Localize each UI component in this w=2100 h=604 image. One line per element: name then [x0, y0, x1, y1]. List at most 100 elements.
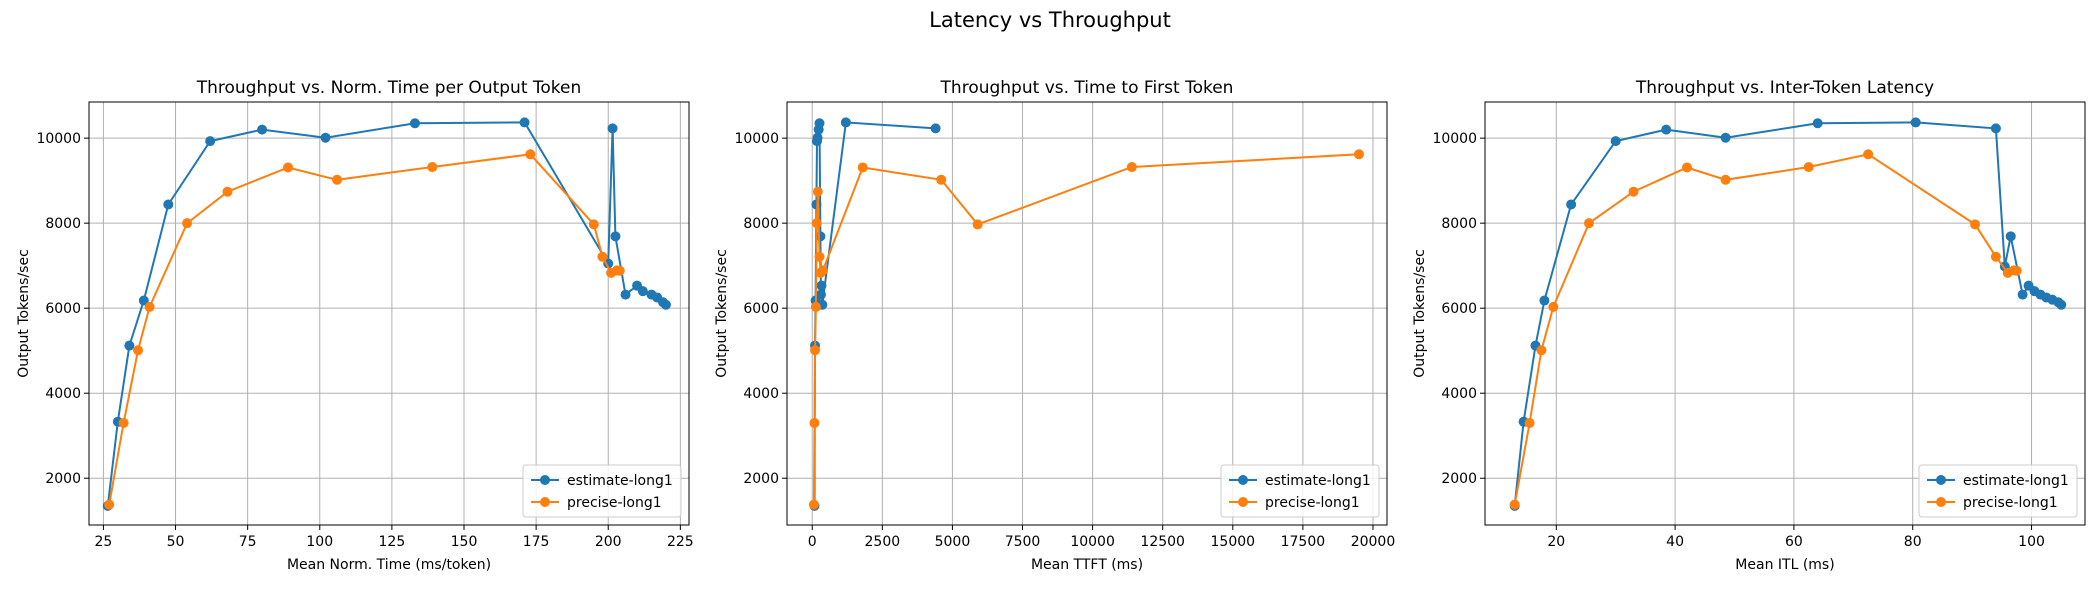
- series-line-estimate-long1: [1513, 121, 2062, 507]
- chart-panel-3: 20 40 60 80 100 2000 4000 6000 8000 10000 Throughp…: [1412, 78, 2086, 573]
- data-point-estimate-long1: [1990, 123, 2001, 134]
- data-point-estimate-long1: [124, 340, 135, 351]
- data-point-precise-long1: [1628, 186, 1639, 197]
- y-tick-label: 2000: [45, 471, 81, 487]
- series-line-estimate-long1: [106, 121, 667, 507]
- legend-entry-label: estimate-long1: [1265, 473, 1371, 489]
- plot-area: [1509, 117, 2067, 511]
- y-tick-label: 4000: [45, 386, 81, 402]
- x-tick-label: 5000: [935, 534, 971, 550]
- legend-entry-label: precise-long1: [1963, 495, 2058, 511]
- data-point-estimate-long1: [163, 199, 174, 210]
- series-line-precise-long1: [1513, 153, 2017, 505]
- series-line-precise-long1: [108, 153, 620, 505]
- chart-title: Throughput vs. Time to First Token: [940, 78, 1234, 98]
- data-point-estimate-long1: [519, 117, 530, 128]
- legend-swatch-marker: [1936, 497, 1946, 507]
- data-point-precise-long1: [1681, 162, 1692, 173]
- data-point-estimate-long1: [409, 118, 420, 129]
- y-axis-label: Output Tokens/sec: [1412, 249, 1428, 378]
- data-point-precise-long1: [1970, 219, 1981, 230]
- data-point-estimate-long1: [1720, 132, 1731, 143]
- data-point-precise-long1: [222, 186, 233, 197]
- y-tick-label: 10000: [1432, 131, 1477, 147]
- data-point-precise-long1: [1353, 149, 1364, 160]
- data-point-estimate-long1: [1661, 124, 1672, 135]
- data-point-precise-long1: [283, 162, 294, 173]
- data-point-estimate-long1: [812, 132, 823, 143]
- data-point-precise-long1: [597, 251, 608, 262]
- plot-area: [102, 117, 671, 511]
- y-tick-label: 4000: [1441, 386, 1477, 402]
- x-tick-label: 15000: [1211, 534, 1256, 550]
- series-line-precise-long1: [812, 153, 1360, 505]
- data-point-precise-long1: [808, 499, 819, 510]
- legend-entry-label: estimate-long1: [1963, 473, 2069, 489]
- legend: estimate-long1 precise-long1: [522, 464, 682, 518]
- legend-swatch-marker: [540, 475, 550, 485]
- x-tick-label: 100: [2018, 534, 2045, 550]
- series-line-estimate-long1: [813, 121, 936, 506]
- legend-box: [1918, 464, 2078, 518]
- y-tick-label: 6000: [45, 301, 81, 317]
- x-axis-label: Mean TTFT (ms): [1031, 557, 1143, 573]
- x-tick-label: 25: [95, 534, 113, 550]
- x-tick-label: 225: [667, 534, 694, 550]
- x-tick-label: 175: [523, 534, 550, 550]
- legend-swatch-marker: [540, 497, 550, 507]
- y-tick-label: 10000: [36, 131, 81, 147]
- data-point-estimate-long1: [815, 231, 826, 242]
- data-point-estimate-long1: [2017, 289, 2028, 300]
- x-tick-label: 150: [451, 534, 478, 550]
- x-tick-label: 7500: [1005, 534, 1041, 550]
- data-point-estimate-long1: [2056, 299, 2067, 310]
- figure-suptitle: Latency vs Throughput: [929, 8, 1171, 32]
- data-point-precise-long1: [614, 265, 625, 276]
- legend: estimate-long1 precise-long1: [1918, 464, 2078, 518]
- x-tick-label: 60: [1785, 534, 1803, 550]
- data-point-estimate-long1: [205, 136, 216, 147]
- legend-swatch-marker: [1238, 497, 1248, 507]
- data-point-precise-long1: [814, 251, 825, 262]
- data-point-estimate-long1: [1812, 118, 1823, 129]
- data-point-precise-long1: [427, 162, 438, 173]
- data-point-precise-long1: [857, 162, 868, 173]
- data-point-estimate-long1: [1910, 117, 1921, 128]
- data-point-precise-long1: [1990, 251, 2001, 262]
- chart-title: Throughput vs. Norm. Time per Output Tok…: [196, 78, 582, 98]
- y-tick-label: 4000: [743, 386, 779, 402]
- plot-area: [808, 117, 1364, 511]
- x-tick-label: 10000: [1070, 534, 1115, 550]
- y-tick-label: 6000: [1441, 301, 1477, 317]
- x-tick-label: 125: [379, 534, 406, 550]
- data-point-precise-long1: [2011, 265, 2022, 276]
- data-point-precise-long1: [1583, 218, 1594, 229]
- data-point-estimate-long1: [1610, 136, 1621, 147]
- data-point-precise-long1: [936, 174, 947, 185]
- data-point-precise-long1: [812, 186, 823, 197]
- data-point-estimate-long1: [815, 289, 826, 300]
- x-tick-label: 20: [1547, 534, 1565, 550]
- y-tick-label: 2000: [743, 471, 779, 487]
- legend-entry-label: precise-long1: [567, 495, 662, 511]
- data-point-estimate-long1: [816, 280, 827, 291]
- data-point-precise-long1: [817, 265, 828, 276]
- data-point-precise-long1: [810, 301, 821, 312]
- y-axis-label: Output Tokens/sec: [714, 249, 730, 378]
- data-point-precise-long1: [1509, 499, 1520, 510]
- legend-swatch-marker: [1936, 475, 1946, 485]
- legend-box: [1220, 464, 1380, 518]
- axes-frame: [1484, 101, 2086, 526]
- data-point-precise-long1: [525, 149, 536, 160]
- data-point-estimate-long1: [257, 124, 268, 135]
- data-point-estimate-long1: [138, 295, 149, 306]
- x-axis-label: Mean ITL (ms): [1735, 557, 1834, 573]
- y-tick-label: 8000: [45, 216, 81, 232]
- data-point-estimate-long1: [607, 123, 618, 134]
- x-tick-label: 17500: [1281, 534, 1326, 550]
- axes-frame: [786, 101, 1388, 526]
- data-point-precise-long1: [1126, 162, 1137, 173]
- x-tick-label: 200: [595, 534, 622, 550]
- legend-box: [522, 464, 682, 518]
